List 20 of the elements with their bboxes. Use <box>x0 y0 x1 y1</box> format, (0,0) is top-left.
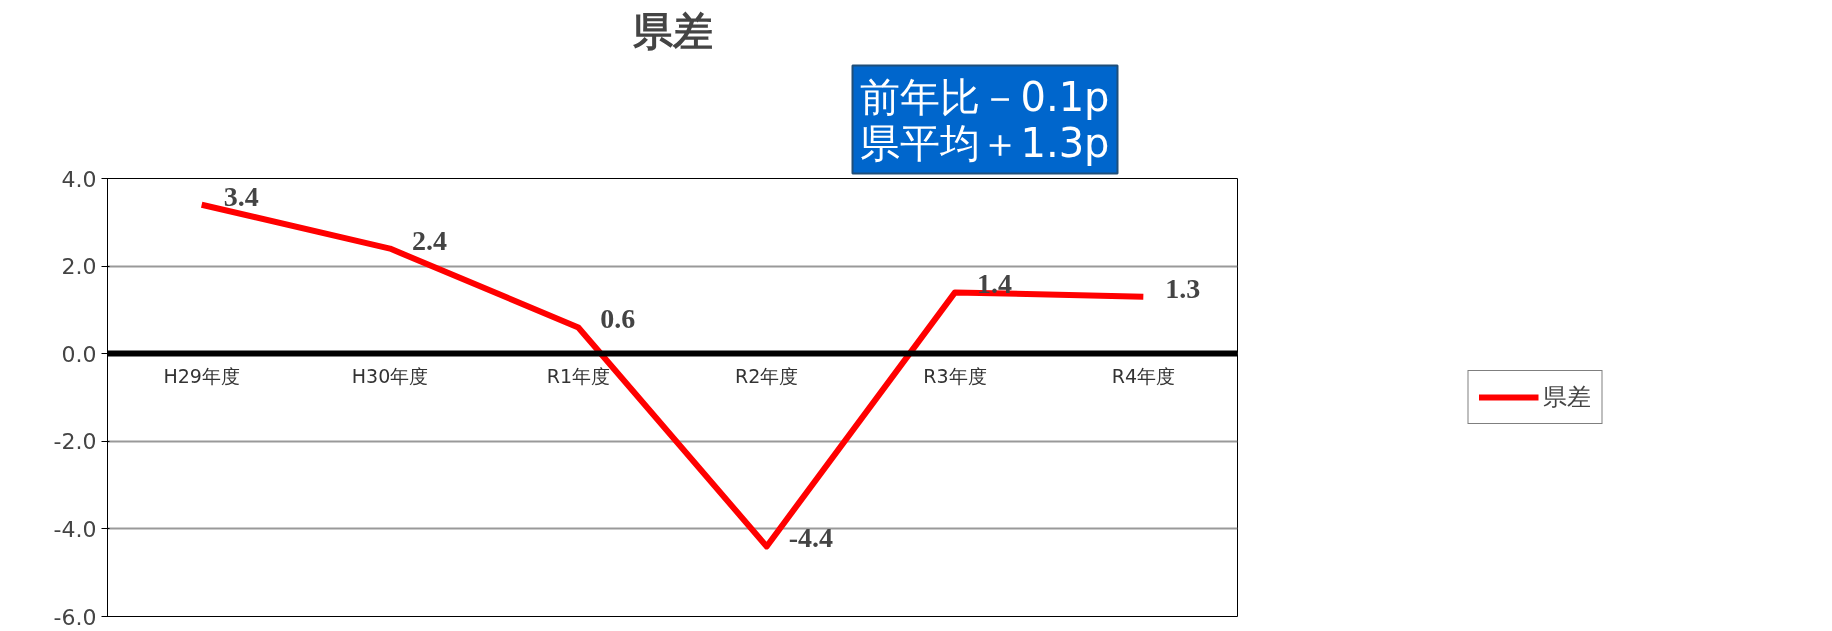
data-label: 3.4 <box>223 180 259 212</box>
x-tick-label: R4年度 <box>1111 364 1175 387</box>
chart-title: 県差 <box>631 7 713 54</box>
y-tick-label: 2.0 <box>61 254 97 280</box>
x-tick-label: R1年度 <box>546 364 610 387</box>
data-label: 0.6 <box>600 303 636 335</box>
x-tick-label: H30年度 <box>351 364 429 387</box>
data-label: 2.4 <box>412 224 447 256</box>
x-tick-label: R3年度 <box>923 364 987 387</box>
y-tick-label: -4.0 <box>53 516 97 542</box>
y-tick-label: -6.0 <box>53 604 97 630</box>
data-label: 1.3 <box>1165 272 1201 304</box>
x-tick-label: R2年度 <box>735 364 799 387</box>
legend-label: 県差 <box>1543 382 1591 413</box>
data-label: -4.4 <box>788 522 833 554</box>
y-tick-label: 4.0 <box>61 166 97 192</box>
text: 前年比－0.1p 県平均＋1.3p <box>860 73 1110 166</box>
y-tick-label: 0.0 <box>61 341 97 367</box>
y-tick-label: -2.0 <box>53 429 97 455</box>
x-tick-label: H29年度 <box>163 364 240 387</box>
